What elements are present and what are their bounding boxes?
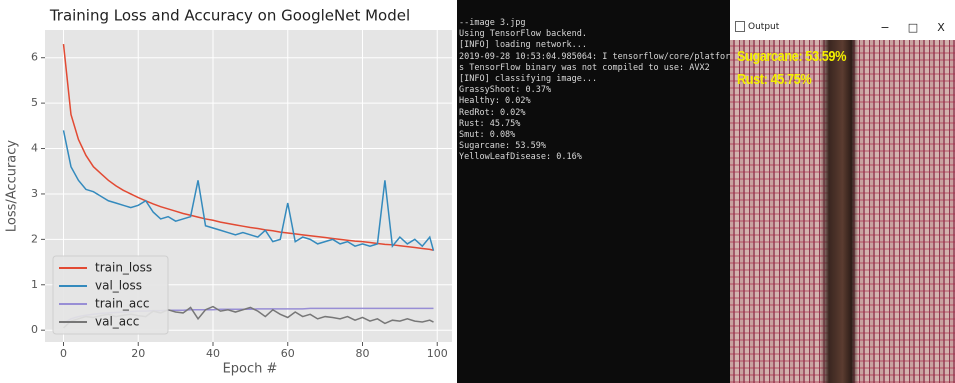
y-tick-label: 6 [31, 51, 38, 64]
overlay-label: Rust: 45.75% [737, 71, 811, 88]
legend-label: val_acc [95, 315, 139, 329]
terminal-line: Healthy: 0.02% [457, 96, 730, 107]
terminal-line: Sugarcane: 53.59% [457, 141, 730, 152]
y-tick-label: 0 [31, 323, 38, 336]
terminal-line: YellowLeafDisease: 0.16% [457, 152, 730, 163]
x-tick-label: 40 [206, 347, 220, 360]
terminal-line: Rust: 45.75% [457, 119, 730, 130]
y-axis-label: Loss/Accuracy [5, 140, 20, 233]
terminal-line: --image 3.jpg [457, 18, 730, 29]
y-tick-label: 3 [31, 187, 38, 200]
terminal-line: RedRot: 0.02% [457, 108, 730, 119]
y-tick-label: 4 [31, 142, 38, 155]
terminal-line: [INFO] loading network... [457, 40, 730, 51]
terminal-line: Using TensorFlow backend. [457, 29, 730, 40]
terminal-line: [INFO] classifying image... [457, 74, 730, 85]
minimize-button[interactable]: − [871, 21, 899, 34]
maximize-button[interactable]: □ [899, 21, 927, 34]
x-tick-label: 0 [60, 347, 67, 360]
page: Training Loss and Accuracy on GoogleNet … [0, 0, 955, 383]
title-bar: Output − □ X [730, 14, 955, 40]
terminal-line: GrassyShoot: 0.37% [457, 85, 730, 96]
legend-label: val_loss [95, 279, 142, 293]
terminal-line: 2019-09-28 10:53:04.985064: I tensorflow… [457, 52, 730, 63]
x-tick-label: 20 [131, 347, 145, 360]
legend-label: train_acc [95, 297, 149, 311]
window-title: Output [730, 22, 871, 32]
x-axis-label: Epoch # [223, 362, 278, 377]
x-tick-label: 60 [281, 347, 295, 360]
output-window: Output − □ X Sugarcane: 53.59% Rust: 45.… [730, 14, 955, 383]
result-image: Sugarcane: 53.59% Rust: 45.75% [730, 40, 955, 383]
chart: Training Loss and Accuracy on GoogleNet … [0, 0, 457, 383]
terminal-line: Smut: 0.08% [457, 130, 730, 141]
overlay-label: Sugarcane: 53.59% [737, 48, 846, 65]
close-button[interactable]: X [927, 21, 955, 34]
x-tick-label: 80 [355, 347, 369, 360]
legend-label: train_loss [95, 261, 152, 275]
chart-title: Training Loss and Accuracy on GoogleNet … [49, 7, 410, 25]
y-tick-label: 2 [31, 232, 38, 245]
x-tick-label: 100 [427, 347, 448, 360]
y-tick-label: 5 [31, 96, 38, 109]
terminal-line: s TensorFlow binary was not compiled to … [457, 63, 730, 74]
y-tick-label: 1 [31, 278, 38, 291]
